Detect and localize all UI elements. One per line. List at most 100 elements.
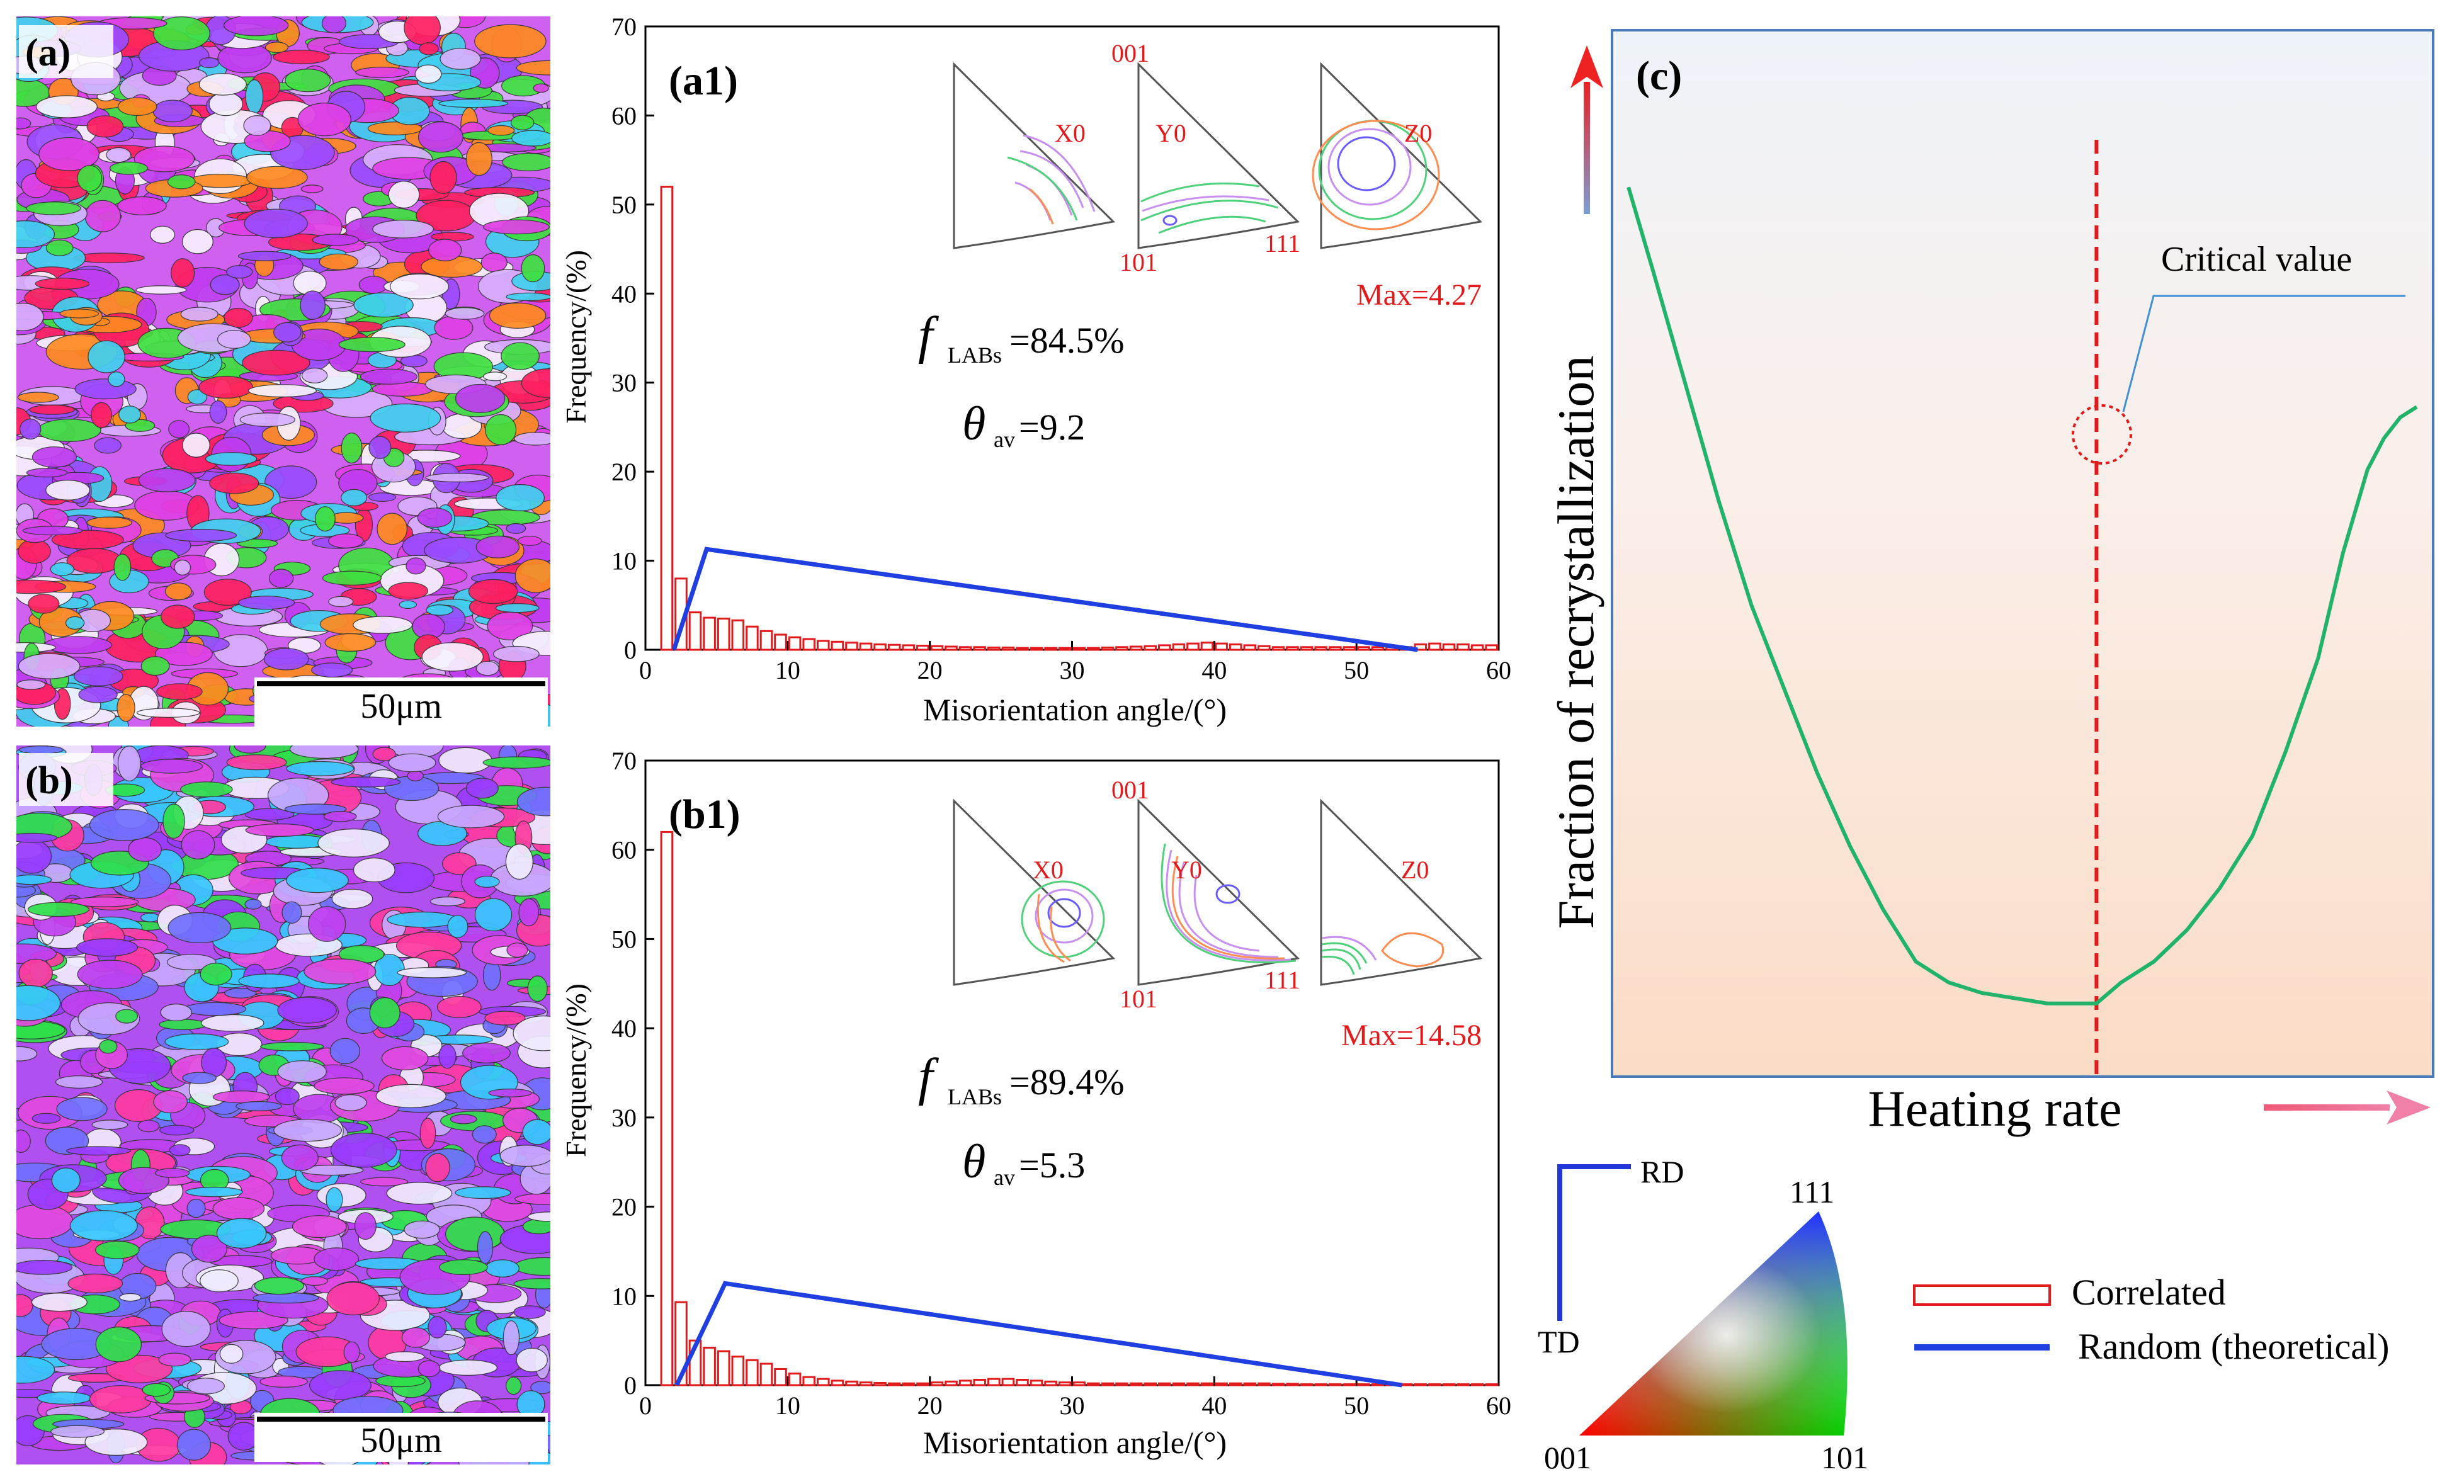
grain xyxy=(516,1347,548,1373)
histogram-bar xyxy=(1343,646,1356,651)
x-tick-label: 60 xyxy=(1486,656,1511,684)
grain xyxy=(161,604,195,629)
histogram-bar xyxy=(1258,645,1271,651)
histogram-bar xyxy=(1001,1378,1015,1386)
histogram-bar xyxy=(1200,642,1214,651)
grain xyxy=(421,642,484,672)
grain xyxy=(164,582,192,601)
grain xyxy=(16,985,61,1021)
rd-td-axes-icon xyxy=(1557,1164,1631,1321)
grain xyxy=(16,679,46,690)
histogram-bar xyxy=(930,645,944,651)
grain xyxy=(169,1144,191,1157)
histogram-bar xyxy=(958,1379,972,1386)
grain xyxy=(16,1356,55,1384)
grain xyxy=(238,973,300,988)
y-tick-label: 10 xyxy=(611,547,637,575)
grain xyxy=(388,582,429,600)
grain xyxy=(136,708,200,718)
grain xyxy=(245,79,264,114)
grain xyxy=(191,1235,227,1263)
grain xyxy=(331,776,401,788)
grain xyxy=(181,229,213,254)
pole-111-b1: 111 xyxy=(1264,966,1300,994)
y-tick-label: 60 xyxy=(611,101,637,130)
grain xyxy=(50,1425,105,1438)
max-label-b1: Max=14.58 xyxy=(1341,1019,1482,1052)
histogram-bar xyxy=(1158,644,1171,651)
max-label-a1: Max=4.27 xyxy=(1356,278,1482,312)
y-tick-label: 40 xyxy=(611,1014,637,1043)
grain xyxy=(198,375,254,399)
grain xyxy=(31,446,77,468)
grain xyxy=(300,184,324,193)
grain xyxy=(22,526,83,536)
grain xyxy=(180,307,219,322)
grain xyxy=(35,278,90,290)
histogram-bar xyxy=(1058,647,1072,651)
y-tick-label: 50 xyxy=(611,191,637,219)
ipf-inset-y0: Y0 xyxy=(1137,798,1300,986)
histogram-bar xyxy=(1229,643,1242,651)
histogram-bar xyxy=(845,642,858,651)
grain xyxy=(140,759,203,774)
histogram-bar xyxy=(774,633,787,651)
grain xyxy=(372,747,396,761)
grain xyxy=(311,662,353,678)
y-tick-label: 40 xyxy=(611,280,637,308)
ebsd-grains-b xyxy=(16,745,550,1464)
histogram-bar xyxy=(1044,647,1057,651)
histogram-bar xyxy=(731,1356,745,1386)
grain xyxy=(156,683,203,700)
grain xyxy=(437,805,505,829)
theta-symbol-b1: θ xyxy=(962,1135,985,1188)
random-theoretical-line xyxy=(674,1281,1402,1388)
grain xyxy=(135,285,187,295)
panel-label-a: (a) xyxy=(25,31,71,74)
grain xyxy=(375,1084,446,1108)
grain xyxy=(404,1220,440,1239)
critical-value-leader xyxy=(2122,295,2405,412)
histogram-bar xyxy=(1243,644,1257,651)
grain xyxy=(198,73,247,96)
grain xyxy=(237,538,278,548)
histogram-bar xyxy=(1200,1382,1214,1386)
histogram-bar xyxy=(660,186,674,651)
grain xyxy=(18,958,53,988)
grain xyxy=(516,60,550,76)
histogram-a1: (a1) Frequency/(%) Misorientation angle/… xyxy=(560,13,1511,727)
grain xyxy=(286,761,355,776)
grain xyxy=(440,48,481,70)
grain xyxy=(187,1378,225,1395)
grain xyxy=(217,330,251,349)
grain xyxy=(353,858,395,883)
grain xyxy=(429,161,457,194)
grain xyxy=(51,1167,81,1193)
histogram-bar xyxy=(1314,646,1327,651)
grain xyxy=(20,418,42,440)
grain xyxy=(209,472,259,494)
pole-101-b1: 101 xyxy=(1120,985,1157,1013)
histogram-bar xyxy=(703,1347,716,1386)
histogram-bar xyxy=(802,1376,816,1386)
grain xyxy=(224,307,253,328)
grain xyxy=(475,535,520,558)
grain xyxy=(314,1077,375,1095)
ipf-inset-z0: Z0 xyxy=(1312,62,1483,249)
grain xyxy=(187,389,208,405)
histogram-bar xyxy=(1215,1382,1228,1386)
grain xyxy=(29,404,75,415)
grain xyxy=(399,600,417,609)
histogram-bar xyxy=(1229,1382,1242,1386)
critical-value-marker xyxy=(2072,404,2132,465)
grain xyxy=(167,954,217,971)
histogram-bar xyxy=(873,643,887,651)
grain xyxy=(113,553,132,581)
grain xyxy=(246,166,308,189)
grain xyxy=(203,579,252,606)
grain xyxy=(289,745,359,759)
y-tick-label: 20 xyxy=(611,1193,637,1221)
grain xyxy=(455,1186,511,1199)
grain xyxy=(404,16,441,45)
grain xyxy=(505,1376,522,1395)
